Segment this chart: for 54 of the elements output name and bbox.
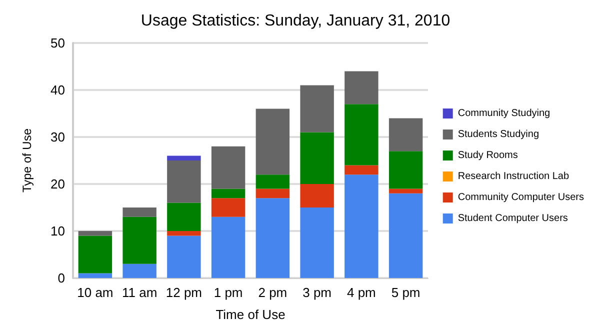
bar xyxy=(167,160,201,203)
x-tick-label: 2 pm xyxy=(258,285,288,300)
bar xyxy=(256,198,290,278)
y-tick-label: 40 xyxy=(50,82,65,98)
x-tick-label: 1 pm xyxy=(214,285,243,300)
y-tick-label: 50 xyxy=(50,36,65,50)
bar xyxy=(300,132,334,184)
bar xyxy=(167,156,201,160)
y-tick-label: 10 xyxy=(50,224,65,238)
bar xyxy=(211,188,246,198)
bar xyxy=(256,188,290,198)
bar xyxy=(344,165,378,175)
bar xyxy=(344,174,378,278)
bar xyxy=(211,216,246,278)
bar xyxy=(122,264,156,278)
bar xyxy=(167,231,201,236)
bar xyxy=(388,151,423,189)
x-tick-label: 5 pm xyxy=(391,285,420,300)
y-tick-label: 0 xyxy=(58,270,65,286)
x-tick-label: 4 pm xyxy=(346,285,376,300)
bar xyxy=(300,184,334,208)
bar xyxy=(122,208,156,217)
legend-label: Study Rooms xyxy=(458,150,518,161)
bar xyxy=(388,193,423,278)
legend-label: Student Computer Users xyxy=(458,213,568,224)
x-tick-label: 3 pm xyxy=(302,285,332,300)
bar xyxy=(78,231,112,236)
bar xyxy=(256,108,290,175)
y-tick-label: 20 xyxy=(50,176,65,192)
bar xyxy=(344,104,378,166)
x-tick-label: 12 pm xyxy=(166,285,202,300)
x-tick-label: 10 am xyxy=(77,285,114,300)
bar xyxy=(256,174,290,189)
legend-label: Research Instruction Lab xyxy=(458,171,570,182)
bar xyxy=(388,118,423,152)
legend-label: Community Studying xyxy=(458,108,550,119)
bar xyxy=(300,85,334,132)
bar xyxy=(211,198,246,217)
bar xyxy=(167,236,201,278)
bar xyxy=(167,202,201,231)
bar xyxy=(78,236,112,274)
legend-label: Students Studying xyxy=(458,129,540,140)
bar xyxy=(211,146,246,189)
bar xyxy=(300,208,334,278)
legend-label: Community Computer Users xyxy=(458,192,584,203)
bar xyxy=(344,71,378,104)
bar xyxy=(388,188,423,194)
bar xyxy=(78,273,112,278)
x-axis-title: Time of Use xyxy=(216,307,286,322)
chart-title: Usage Statistics: Sunday, January 31, 2010 xyxy=(140,12,450,30)
x-tick-label: 11 am xyxy=(122,285,158,300)
y-axis-title: Type of Use xyxy=(20,128,34,193)
y-tick-label: 30 xyxy=(50,130,65,144)
bar xyxy=(122,216,156,264)
